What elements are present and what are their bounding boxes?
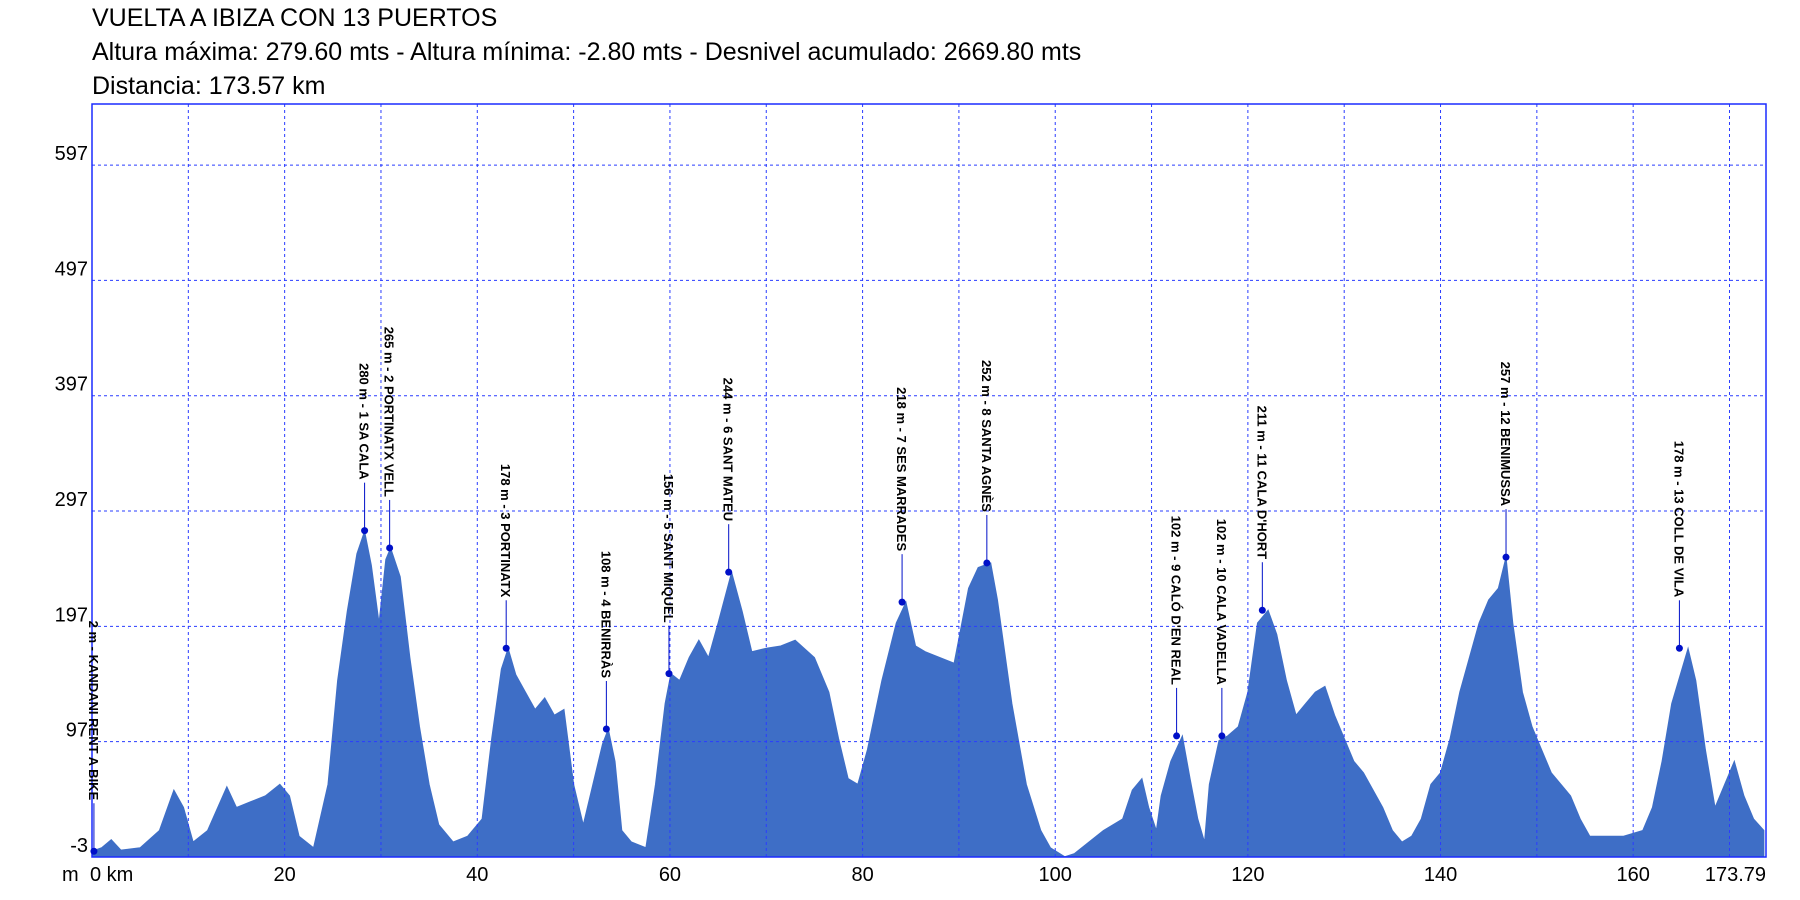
x-tick-label: 100 [1039,864,1072,886]
annotation-point [1502,553,1510,561]
annotation-point [361,527,369,535]
plot-frame [91,103,1767,858]
x-tick-label: 120 [1231,864,1264,886]
annotation-point [665,670,673,678]
annotation-label: 102 m - 10 CALA VADELLA [1214,519,1229,686]
annotation-label: 252 m - 8 SANTA AGNÈS [979,360,994,512]
annotation-label: 280 m - 1 SA CALA [357,363,372,480]
annotation-point [386,544,394,552]
x-tick-label: 160 [1616,864,1649,886]
annotation-label: 178 m - 3 PORTINATX [498,464,513,598]
x-tick-label: 80 [851,864,873,886]
annotation-point [502,644,510,652]
x-tick-label: 173.79 [1705,864,1766,886]
chart-subtitle: Altura máxima: 279.60 mts - Altura mínim… [92,38,1081,66]
x-tick-label: 40 [466,864,488,886]
annotation-label: 178 m - 13 COLL DE VILA [1671,441,1686,598]
annotation-label: 2 m - KANDANI RENT A BIKE [86,621,101,801]
distance-label: Distancia: 173.57 km [92,72,325,100]
y-tick-label: 597 [55,143,88,165]
annotation-label: 108 m - 4 BENIRRÀS [598,551,613,678]
chart-title: VUELTA A IBIZA CON 13 PUERTOS [92,4,497,32]
annotation-label: 211 m - 11 CALA D'HORT [1254,406,1269,560]
annotation-point [1218,732,1226,740]
annotation-point [725,568,733,576]
annotation-label: 218 m - 7 SES MARRADES [894,387,909,551]
annotation-point [898,598,906,606]
annotation-point [602,725,610,733]
elevation-area [91,529,1765,858]
annotation-label: 265 m - 2 PORTINATX VELL [382,327,397,497]
annotation-label: 257 m - 12 BENIMUSSA [1498,362,1513,507]
y-tick-label: 297 [55,489,88,511]
x-tick-label: 140 [1424,864,1457,886]
y-tick-label: 197 [55,604,88,626]
x-tick-label: 0 km [90,864,133,886]
y-tick-label: 97 [66,720,88,742]
annotation-label: 244 m - 6 SANT MATEU [721,378,736,522]
annotation-point [1173,732,1181,740]
annotation-point [90,847,98,855]
y-tick-label: 397 [55,374,88,396]
y-tick-label: 497 [55,258,88,280]
y-axis-label: m [62,864,79,886]
annotation-label: 102 m - 9 CALÓ D'EN REAL [1169,516,1184,685]
annotation-point [1258,606,1266,614]
y-tick-label: -3 [70,835,88,857]
annotation-point [983,559,991,567]
annotation-point [1675,644,1683,652]
annotation-label: 156 m - 5 SANT MIQUEL [661,474,676,623]
x-tick-label: 20 [274,864,296,886]
x-tick-label: 60 [659,864,681,886]
